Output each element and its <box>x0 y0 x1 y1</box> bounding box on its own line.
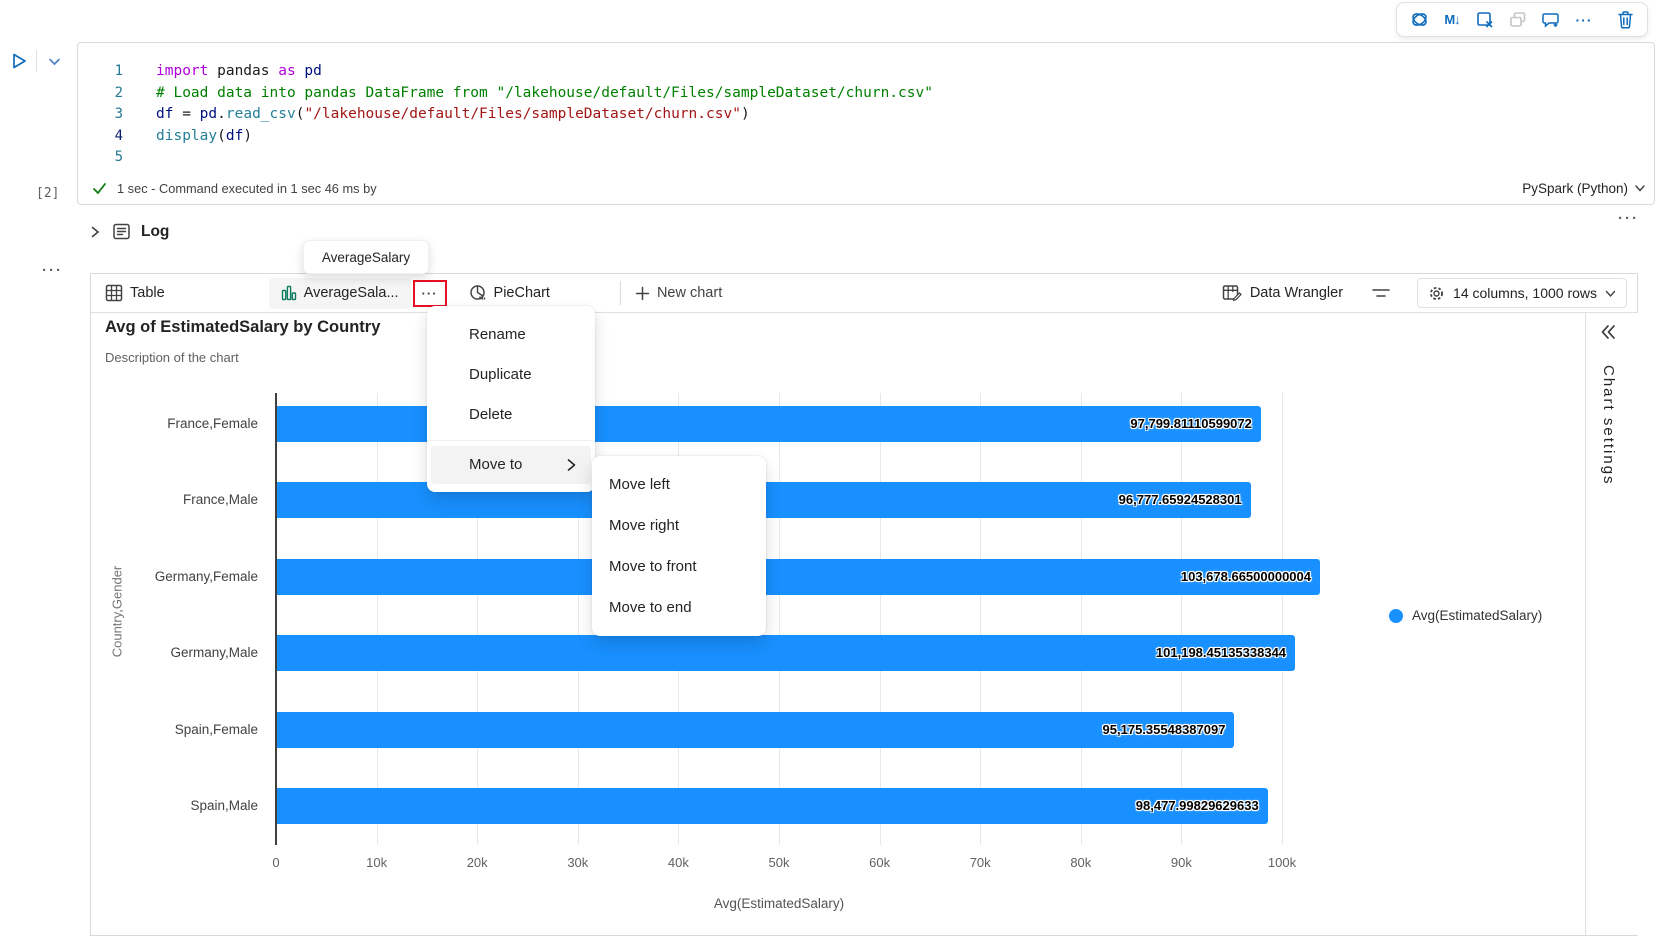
data-wrangler-button[interactable]: Data Wrangler <box>1222 284 1343 303</box>
code-cell[interactable]: 1 2 3 4 5 import pandas as pd # Load data int… <box>77 42 1655 205</box>
menu-item-move-to[interactable]: Move to <box>431 446 591 484</box>
cell-status-bar: 1 sec - Command executed in 1 sec 46 ms … <box>92 177 1646 199</box>
new-chart-button[interactable]: New chart <box>635 285 722 301</box>
chart-title: Avg of EstimatedSalary by Country <box>105 318 381 336</box>
menu-item-move-to-label: Move to <box>469 456 523 473</box>
code-line: df = pd.read_csv("/lakehouse/default/Fil… <box>156 106 750 122</box>
tab-average-salary-label: AverageSala... <box>303 285 399 301</box>
log-section-header[interactable]: Log <box>88 222 169 241</box>
chevron-down-icon <box>1635 185 1645 192</box>
menu-item-move-right[interactable]: Move right <box>609 517 680 534</box>
line-number: 1 <box>114 63 123 79</box>
convert-to-markdown-icon[interactable]: M↓ <box>1444 12 1460 27</box>
run-cell-button[interactable] <box>6 48 32 74</box>
log-label: Log <box>141 222 170 240</box>
tab-tooltip: AverageSalary <box>303 240 429 274</box>
summary-label: 14 columns, 1000 rows <box>1453 285 1597 301</box>
line-number: 4 <box>114 127 123 144</box>
tab-table[interactable]: Table <box>105 284 165 302</box>
add-comment-icon[interactable] <box>1541 10 1561 30</box>
column-chart-icon <box>281 285 296 301</box>
new-chart-label: New chart <box>656 285 723 301</box>
copy-icon[interactable] <box>1508 10 1528 30</box>
results-tab-bar: Table AverageSala... ··· PieChart New ch… <box>91 274 1637 313</box>
tooltip-text: AverageSalary <box>321 249 411 265</box>
kernel-selector[interactable]: PySpark (Python) <box>1522 181 1646 196</box>
chart-subtitle: Description of the chart <box>105 350 239 365</box>
run-options-chevron-icon[interactable] <box>41 48 67 74</box>
menu-item-move-to-end[interactable]: Move to end <box>609 599 692 616</box>
menu-divider <box>427 440 595 441</box>
output-more-icon[interactable]: ··· <box>1618 210 1639 227</box>
line-number: 3 <box>114 106 123 122</box>
copilot-icon[interactable] <box>1409 10 1429 30</box>
pie-chart-icon <box>469 285 485 300</box>
columns-rows-summary[interactable]: 14 columns, 1000 rows <box>1417 278 1627 308</box>
data-wrangler-icon <box>1222 284 1242 301</box>
data-wrangler-label: Data Wrangler <box>1249 285 1344 301</box>
menu-item-rename[interactable]: Rename <box>469 326 526 343</box>
y-axis-title: Country,Gender <box>109 565 125 658</box>
cell-toolbar: M↓ ··· <box>1396 2 1648 37</box>
tab-bar-right-group: Data Wrangler 14 columns, 1000 rows <box>1222 278 1627 308</box>
gear-icon <box>1430 286 1444 300</box>
chart-settings-panel: Chart settings <box>1585 313 1638 935</box>
line-numbers: 1 2 3 4 5 <box>78 61 123 169</box>
delete-cell-icon[interactable] <box>1615 10 1635 30</box>
line-number: 5 <box>114 149 123 165</box>
kernel-label: PySpark (Python) <box>1522 180 1628 196</box>
chart-settings-title[interactable]: Chart settings <box>1600 365 1617 486</box>
menu-item-duplicate[interactable]: Duplicate <box>469 366 532 383</box>
run-controls <box>6 48 67 74</box>
x-axis-title: Avg(EstimatedSalary) <box>713 896 845 911</box>
divider <box>36 50 37 72</box>
code-line: import pandas as pd <box>156 63 322 79</box>
clear-cell-icon[interactable] <box>1475 10 1495 30</box>
code-line <box>156 147 1646 169</box>
divider <box>619 281 621 305</box>
code-lines[interactable]: import pandas as pd # Load data into pand… <box>156 61 1646 169</box>
chevron-right-icon[interactable] <box>88 225 102 239</box>
menu-item-move-to-front[interactable]: Move to front <box>609 558 697 575</box>
tab-table-label: Table <box>130 285 165 301</box>
legend-label: Avg(EstimatedSalary) <box>1412 608 1543 623</box>
table-grid-icon <box>105 284 123 302</box>
tab-average-salary[interactable]: AverageSala... <box>268 277 411 309</box>
menu-item-move-left[interactable]: Move left <box>609 476 670 493</box>
menu-item-delete[interactable]: Delete <box>469 406 513 423</box>
plus-icon <box>635 286 650 300</box>
chart-legend[interactable]: Avg(EstimatedSalary) <box>1389 608 1542 623</box>
tab-piechart-label: PieChart <box>493 285 550 301</box>
log-list-icon <box>113 223 130 240</box>
line-number: 2 <box>114 84 123 101</box>
success-check-icon <box>92 181 107 196</box>
chevron-right-icon <box>564 457 578 473</box>
legend-marker <box>1389 608 1403 623</box>
results-panel <box>90 273 1638 936</box>
filter-icon[interactable] <box>1371 286 1391 300</box>
code-line: # Load data into pandas DataFrame from "… <box>156 84 933 101</box>
move-to-submenu: Move left Move right Move to front Move … <box>592 456 766 636</box>
expand-panel-icon[interactable] <box>1598 323 1618 341</box>
more-icon[interactable]: ··· <box>1575 11 1593 28</box>
code-line: display(df) <box>156 127 253 144</box>
chevron-down-icon <box>1605 290 1616 297</box>
execution-status-text: 1 sec - Command executed in 1 sec 46 ms … <box>117 180 377 196</box>
tab-piechart[interactable]: PieChart <box>469 284 550 302</box>
tab-context-menu: Rename Duplicate Delete Move to <box>427 306 595 492</box>
tab-more-button[interactable]: ··· <box>412 279 447 307</box>
execution-count: [2] <box>36 186 60 201</box>
cell-more-icon[interactable]: ··· <box>42 262 63 279</box>
